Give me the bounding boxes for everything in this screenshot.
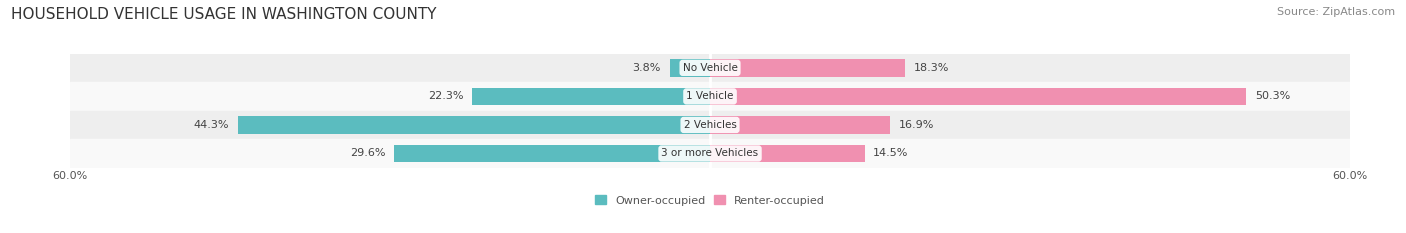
Bar [70, 82, 1350, 111]
Text: 44.3%: 44.3% [194, 120, 229, 130]
Bar [710, 145, 865, 162]
Bar [669, 59, 710, 77]
Text: 29.6%: 29.6% [350, 148, 385, 158]
Bar [710, 59, 905, 77]
Bar [70, 111, 1350, 139]
Bar [710, 88, 1246, 105]
Bar [710, 116, 890, 134]
Bar [238, 116, 710, 134]
Legend: Owner-occupied, Renter-occupied: Owner-occupied, Renter-occupied [595, 195, 825, 206]
Text: No Vehicle: No Vehicle [682, 63, 738, 73]
Text: 18.3%: 18.3% [914, 63, 949, 73]
Text: 1 Vehicle: 1 Vehicle [686, 91, 734, 101]
Text: HOUSEHOLD VEHICLE USAGE IN WASHINGTON COUNTY: HOUSEHOLD VEHICLE USAGE IN WASHINGTON CO… [11, 7, 437, 22]
Text: 50.3%: 50.3% [1256, 91, 1291, 101]
Text: 16.9%: 16.9% [898, 120, 934, 130]
Text: 3.8%: 3.8% [633, 63, 661, 73]
Text: 2 Vehicles: 2 Vehicles [683, 120, 737, 130]
Text: Source: ZipAtlas.com: Source: ZipAtlas.com [1277, 7, 1395, 17]
Bar [395, 145, 710, 162]
Text: 3 or more Vehicles: 3 or more Vehicles [661, 148, 759, 158]
Bar [472, 88, 710, 105]
Text: 14.5%: 14.5% [873, 148, 908, 158]
Bar [70, 54, 1350, 82]
Text: 22.3%: 22.3% [429, 91, 464, 101]
Bar [70, 139, 1350, 168]
